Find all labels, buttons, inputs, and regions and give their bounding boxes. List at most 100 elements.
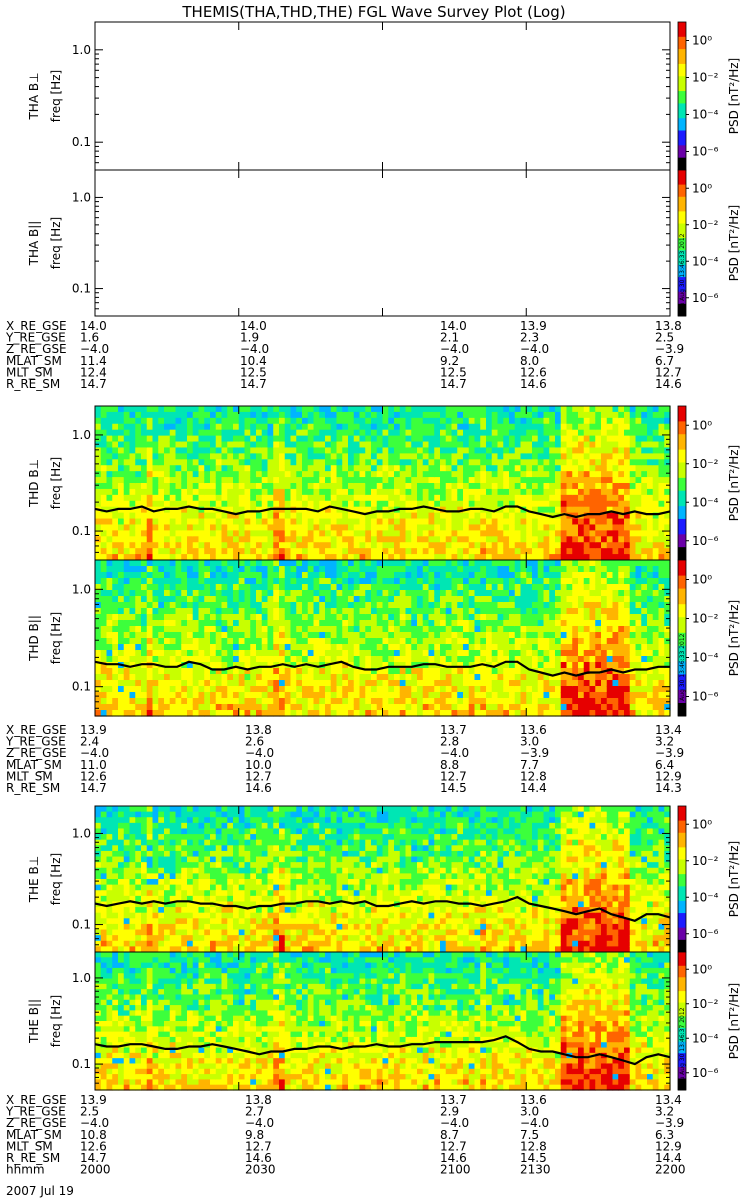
spectrogram-cell	[612, 423, 619, 431]
spectrogram-cell	[325, 710, 332, 717]
spectrogram-cell	[238, 542, 246, 549]
spectrogram-cell	[514, 698, 522, 705]
spectrogram-cell	[221, 488, 228, 496]
spectrogram-cell	[618, 453, 625, 460]
spectrogram-cell	[336, 584, 343, 591]
spectrogram-cell	[589, 512, 596, 520]
spectrogram-cell	[112, 441, 119, 449]
spectrogram-cell	[434, 656, 441, 663]
spectrogram-cell	[422, 512, 430, 520]
spectrogram-cell	[342, 471, 349, 478]
spectrogram-cell	[192, 548, 200, 555]
spectrogram-cell	[526, 674, 533, 681]
spectrogram-cell	[250, 483, 257, 490]
spectrogram-cell	[549, 638, 556, 645]
spectrogram-cell	[635, 411, 642, 419]
spectrogram-cell	[491, 596, 499, 603]
spectrogram-cell	[204, 441, 211, 449]
spectrogram-cell	[371, 518, 378, 526]
spectrogram-cell	[601, 488, 608, 496]
spectrogram-cell	[129, 411, 136, 419]
spectrogram-cell	[641, 465, 648, 472]
spectrogram-cell	[302, 638, 309, 645]
spectrogram-cell	[336, 471, 343, 478]
spectrogram-cell	[532, 465, 539, 472]
spectrogram-cell	[330, 417, 338, 425]
spectrogram-cell	[647, 500, 654, 508]
spectrogram-cell	[376, 411, 384, 419]
spectrogram-cell	[451, 650, 458, 657]
spectrogram-cell	[135, 506, 142, 514]
spectrogram-cell	[606, 477, 614, 484]
spectrogram-cell	[434, 560, 441, 567]
spectrogram-cell	[486, 548, 493, 555]
spectrogram-cell	[399, 488, 407, 496]
spectrogram-cell	[227, 590, 234, 597]
spectrogram-cell	[319, 650, 326, 657]
spectrogram-cell	[445, 668, 453, 675]
spectrogram-cell	[629, 518, 637, 526]
spectrogram-cell	[474, 704, 481, 711]
spectrogram-cell	[583, 518, 591, 526]
spectrogram-cell	[503, 674, 510, 681]
spectrogram-cell	[555, 674, 562, 681]
spectrogram-cell	[302, 650, 309, 657]
spectrogram-cell	[388, 608, 395, 615]
spectrogram-cell	[187, 417, 194, 425]
spectrogram-cell	[175, 680, 182, 687]
spectrogram-cell	[509, 441, 516, 449]
spectrogram-cell	[411, 465, 418, 472]
spectrogram-cell	[583, 608, 591, 615]
spectrogram-cell	[336, 441, 343, 449]
spectrogram-cell	[319, 536, 326, 543]
spectrogram-cell	[204, 406, 211, 413]
spectrogram-cell	[215, 638, 223, 645]
spectrogram-cell	[457, 417, 464, 425]
spectrogram-cell	[555, 429, 562, 437]
spectrogram-cell	[348, 590, 355, 597]
spectrogram-cell	[175, 536, 182, 543]
spectrogram-cell	[146, 656, 154, 663]
spectrogram-cell	[146, 512, 154, 520]
spectrogram-cell	[359, 656, 366, 663]
spectrogram-cell	[244, 506, 251, 514]
spectrogram-cell	[221, 441, 228, 449]
spectrogram-cell	[629, 548, 637, 555]
spectrogram-cell	[532, 494, 539, 502]
spectrogram-cell	[417, 536, 424, 543]
spectrogram-cell	[445, 584, 453, 591]
spectrogram-cell	[376, 668, 384, 675]
spectrogram-cell	[463, 411, 470, 419]
spectrogram-cell	[463, 710, 470, 717]
spectrogram-cell	[359, 674, 366, 681]
spectrogram-cell	[572, 435, 579, 443]
spectrogram-cell	[313, 506, 320, 514]
spectrogram-cell	[560, 429, 568, 437]
y-tick-label: 0.1	[72, 524, 91, 538]
spectrogram-cell	[158, 584, 165, 591]
spectrogram-cell	[445, 423, 453, 431]
spectrogram-cell	[491, 465, 499, 472]
spectrogram-cell	[463, 668, 470, 675]
spectrogram-cell	[371, 542, 378, 549]
spectrogram-cell	[233, 536, 240, 543]
spectrogram-cell	[497, 656, 504, 663]
spectrogram-cell	[233, 620, 240, 627]
spectrogram-cell	[181, 554, 188, 561]
spectrogram-cell	[480, 656, 487, 663]
spectrogram-cell	[141, 506, 148, 514]
spectrogram-cell	[589, 668, 596, 675]
spectrogram-cell	[296, 483, 303, 490]
spectrogram-cell	[520, 548, 527, 555]
spectrogram-cell	[307, 488, 315, 496]
spectrogram-cell	[146, 620, 154, 627]
spectrogram-cell	[647, 518, 654, 526]
spectrogram-cell	[284, 459, 292, 466]
spectrogram-cell	[411, 406, 418, 413]
spectrogram-cell	[405, 441, 412, 449]
spectrogram-cell	[503, 411, 510, 419]
spectrogram-cell	[198, 620, 205, 627]
spectrogram-cell	[100, 596, 108, 603]
spectrogram-cell	[394, 488, 401, 496]
